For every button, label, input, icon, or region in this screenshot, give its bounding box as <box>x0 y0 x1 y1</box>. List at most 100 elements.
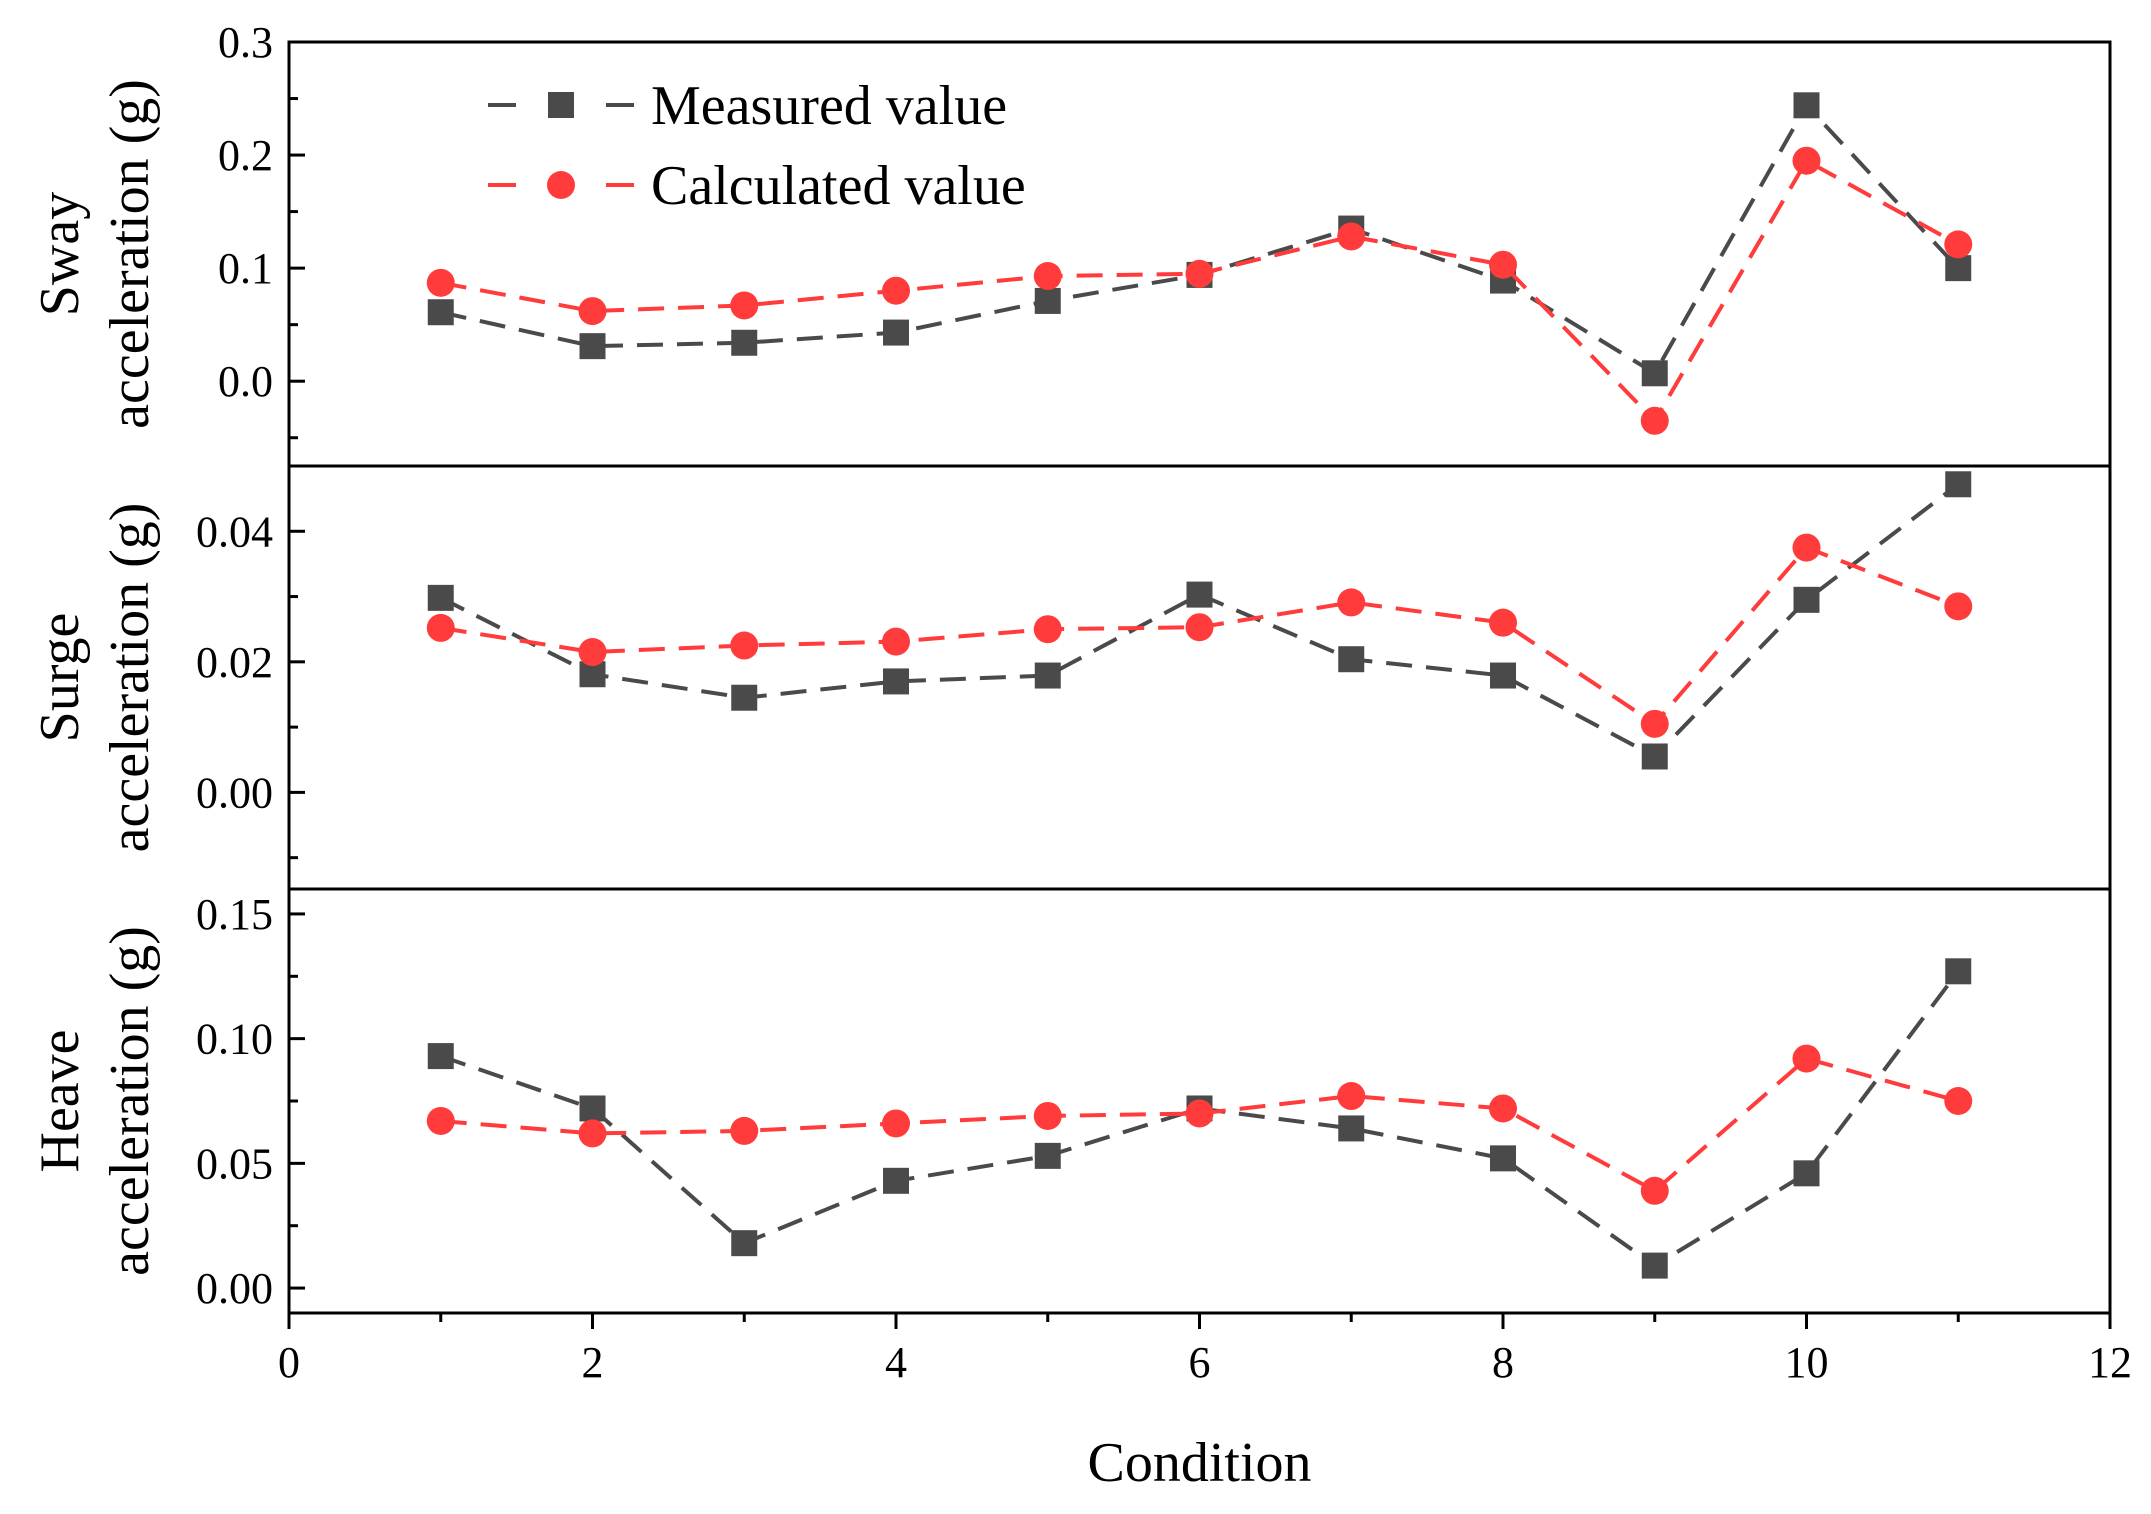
calculated-point <box>1640 1176 1669 1205</box>
measured-point <box>1490 1145 1516 1172</box>
calculated-point <box>1944 592 1973 621</box>
measured-point <box>1641 1252 1668 1279</box>
calculated-point <box>1185 1099 1214 1128</box>
calculated-point <box>1640 406 1669 435</box>
calculated-point <box>1640 709 1669 738</box>
measured-point <box>883 319 909 346</box>
calculated-point <box>730 631 759 660</box>
panel-surge: 0.00 0.02 0.04 Surge acceleration (g) <box>29 464 2112 891</box>
y-axis-title-line1: Sway <box>29 192 91 316</box>
calculated-point <box>1185 613 1214 642</box>
measured-point <box>427 1043 454 1070</box>
measured-point <box>731 329 758 356</box>
x-tick-label: 4 <box>885 1338 907 1387</box>
measured-point <box>1034 287 1061 314</box>
measured-point <box>1186 581 1213 608</box>
calculated-point <box>882 276 910 305</box>
calculated-point <box>1792 1044 1821 1073</box>
measured-point <box>1945 958 1972 985</box>
y-tick-label: 0.04 <box>196 507 273 556</box>
calculated-point <box>426 613 455 642</box>
measured-point <box>731 1230 758 1257</box>
y-tick-label: 0.02 <box>196 638 273 687</box>
calculated-point <box>1489 608 1517 637</box>
panel-frame-surge <box>287 464 2112 891</box>
series-line-measured <box>439 482 1960 759</box>
x-tick-label: 6 <box>1189 1338 1211 1387</box>
calculated-point <box>1185 259 1214 288</box>
measured-point <box>1793 1160 1820 1187</box>
calculated-point <box>1792 146 1821 175</box>
calculated-point <box>882 627 910 656</box>
y-tick-label: 0.05 <box>196 1139 273 1188</box>
x-axis-title: Condition <box>1087 1432 1311 1494</box>
series-line-measured <box>440 101 1960 377</box>
measured-point <box>1641 743 1668 770</box>
x-tick-label: 8 <box>1492 1338 1514 1387</box>
measured-point <box>1338 1115 1365 1142</box>
calculated-point <box>882 1109 910 1138</box>
measured-point <box>883 1167 909 1194</box>
x-tick-label: 10 <box>1785 1338 1829 1387</box>
legend-marker-calculated <box>547 171 575 199</box>
y-tick-label: 0.10 <box>196 1015 273 1064</box>
measured-point <box>1034 662 1061 689</box>
calculated-point <box>1337 222 1366 251</box>
y-axis-title-line2: acceleration (g) <box>99 926 161 1276</box>
calculated-point <box>578 1119 607 1148</box>
series-line-calculated <box>440 1056 1959 1194</box>
calculated-point <box>1033 262 1062 291</box>
y-tick-label: 0.3 <box>218 18 273 67</box>
legend: Measured value Calculated value <box>488 75 1026 217</box>
calculated-point <box>1944 1087 1973 1115</box>
y-axis-title-line1: Surge <box>29 613 91 743</box>
measured-point <box>427 584 454 611</box>
calculated-point <box>1033 1101 1062 1130</box>
x-tick-label: 2 <box>582 1338 604 1387</box>
y-axis-title-line2: acceleration (g) <box>99 503 161 853</box>
y-tick-label: 0.15 <box>196 890 273 939</box>
y-axis-title-line2: acceleration (g) <box>99 79 161 429</box>
calculated-point <box>578 638 607 667</box>
y-tick-label: 0.00 <box>196 1264 273 1313</box>
calculated-point <box>578 297 607 326</box>
y-axis-title-line1: Heave <box>29 1029 91 1172</box>
measured-point <box>1034 1142 1061 1169</box>
x-tick-label: 0 <box>278 1338 300 1387</box>
y-tick-label: 0.0 <box>218 357 273 406</box>
measured-point <box>427 299 454 326</box>
measured-point <box>1945 255 1972 282</box>
calculated-point <box>730 1116 759 1145</box>
measured-point <box>1793 92 1820 119</box>
measured-point <box>1793 586 1820 613</box>
measured-point <box>731 684 758 711</box>
calculated-point <box>1792 533 1821 562</box>
calculated-point <box>1489 1094 1517 1123</box>
measured-point <box>579 1095 606 1122</box>
y-tick-label: 0.00 <box>196 768 273 817</box>
calculated-point <box>730 291 759 320</box>
x-tick-label: 12 <box>2088 1338 2132 1387</box>
measured-point <box>1490 662 1516 689</box>
legend-marker-measured <box>548 92 574 118</box>
panel-heave: 0.00 0.05 0.10 0.15 Heave acceleration (g) <box>29 887 2112 1315</box>
measured-point <box>1338 646 1365 673</box>
calculated-point <box>1337 1082 1366 1111</box>
measured-point <box>579 333 606 360</box>
calculated-point <box>1944 230 1973 259</box>
measured-point <box>1945 471 1972 498</box>
calculated-point <box>426 1106 455 1135</box>
measured-point <box>1641 360 1668 387</box>
panel-sway: 0.0 0.1 0.2 0.3 Sway acceleration (g) <box>29 18 2112 468</box>
measured-point <box>883 668 909 695</box>
calculated-point <box>1033 615 1062 644</box>
calculated-point <box>1489 250 1517 279</box>
calculated-point <box>426 268 455 297</box>
y-tick-label: 0.1 <box>218 244 273 293</box>
legend-label-calculated: Calculated value <box>651 155 1026 217</box>
legend-label-measured: Measured value <box>651 75 1007 137</box>
calculated-point <box>1337 588 1366 617</box>
y-tick-label: 0.2 <box>218 131 273 180</box>
